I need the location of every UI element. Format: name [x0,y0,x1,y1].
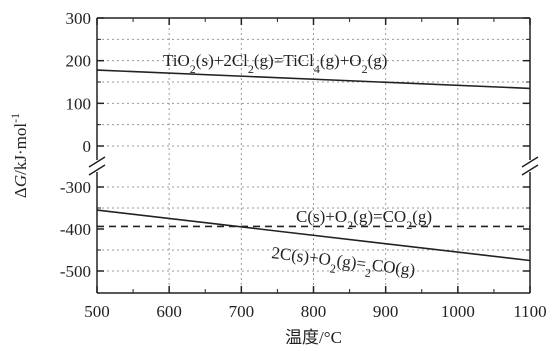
x-tick-label: 600 [156,302,182,321]
y-tick-label: 300 [66,9,92,28]
axis-titles: 温度/°C ΔG/kJ·mol-1 [8,113,342,347]
axis-break-mark [521,164,539,176]
series-label-2: C(s)+O2(g)=CO2(g) [296,207,432,232]
y-tick-label: 100 [66,94,92,113]
y-axis-title: ΔG/kJ·mol-1 [8,113,30,198]
x-tick-label: 1100 [513,302,546,321]
axis-break-marks [88,156,539,176]
x-axis-title: 温度/°C [285,328,342,347]
y-tick-label: 200 [66,52,92,71]
series-label-3: 2C(s)+O2(g)=2CO(g) [270,243,417,285]
axis-break-mark [521,156,539,168]
x-tick-label: 900 [373,302,399,321]
series-line-1 [96,69,531,90]
y-tick-label: -300 [60,178,91,197]
series-label-1: TiO2(s)+2Cl2(g)=TiCl4(g)+O2(g) [163,51,387,76]
y-tick-label: -500 [60,262,91,281]
series-line-3 [96,209,531,262]
axis-break-mark [88,164,106,176]
axis-break-mark [88,156,106,168]
x-tick-label: 1000 [441,302,475,321]
y-tick-label: -400 [60,220,91,239]
x-ticks: 500 600 700 800 900 1000 1100 [84,18,547,321]
x-tick-label: 500 [84,302,110,321]
y-ticks: 300 200 100 0 -300 -400 -500 [60,9,530,281]
series-lines [96,69,531,262]
x-tick-label: 800 [301,302,327,321]
grid [97,18,530,293]
x-tick-label: 700 [229,302,255,321]
y-tick-label: 0 [83,137,92,156]
